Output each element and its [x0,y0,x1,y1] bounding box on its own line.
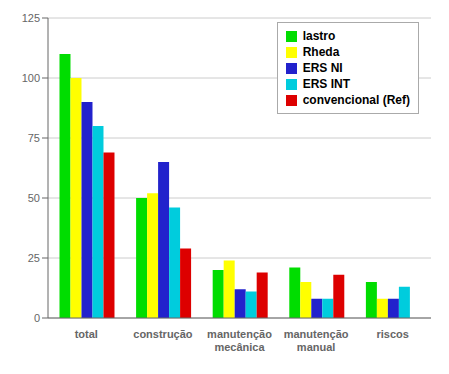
svg-text:riscos: riscos [376,328,408,340]
svg-text:100: 100 [22,72,40,84]
html-text:convencional (Ref): convencional (Ref) [302,93,410,107]
svg-text:construção: construção [133,328,193,340]
svg-text:0: 0 [34,312,40,324]
svg-text:50: 50 [28,192,40,204]
html-text:Rheda: Rheda [302,45,340,59]
svg-text:125: 125 [22,12,40,24]
html-text:ERS INT: ERS INT [302,77,350,91]
svg-text:25: 25 [28,252,40,264]
svg-text:manutençãomecânica: manutençãomecânica [207,328,272,353]
svg-text:total: total [75,328,98,340]
svg-text:manutençãomanual: manutençãomanual [284,328,349,353]
html-text:ERS NI: ERS NI [302,61,343,75]
html-text:lastro: lastro [302,29,336,43]
svg-text:75: 75 [28,132,40,144]
